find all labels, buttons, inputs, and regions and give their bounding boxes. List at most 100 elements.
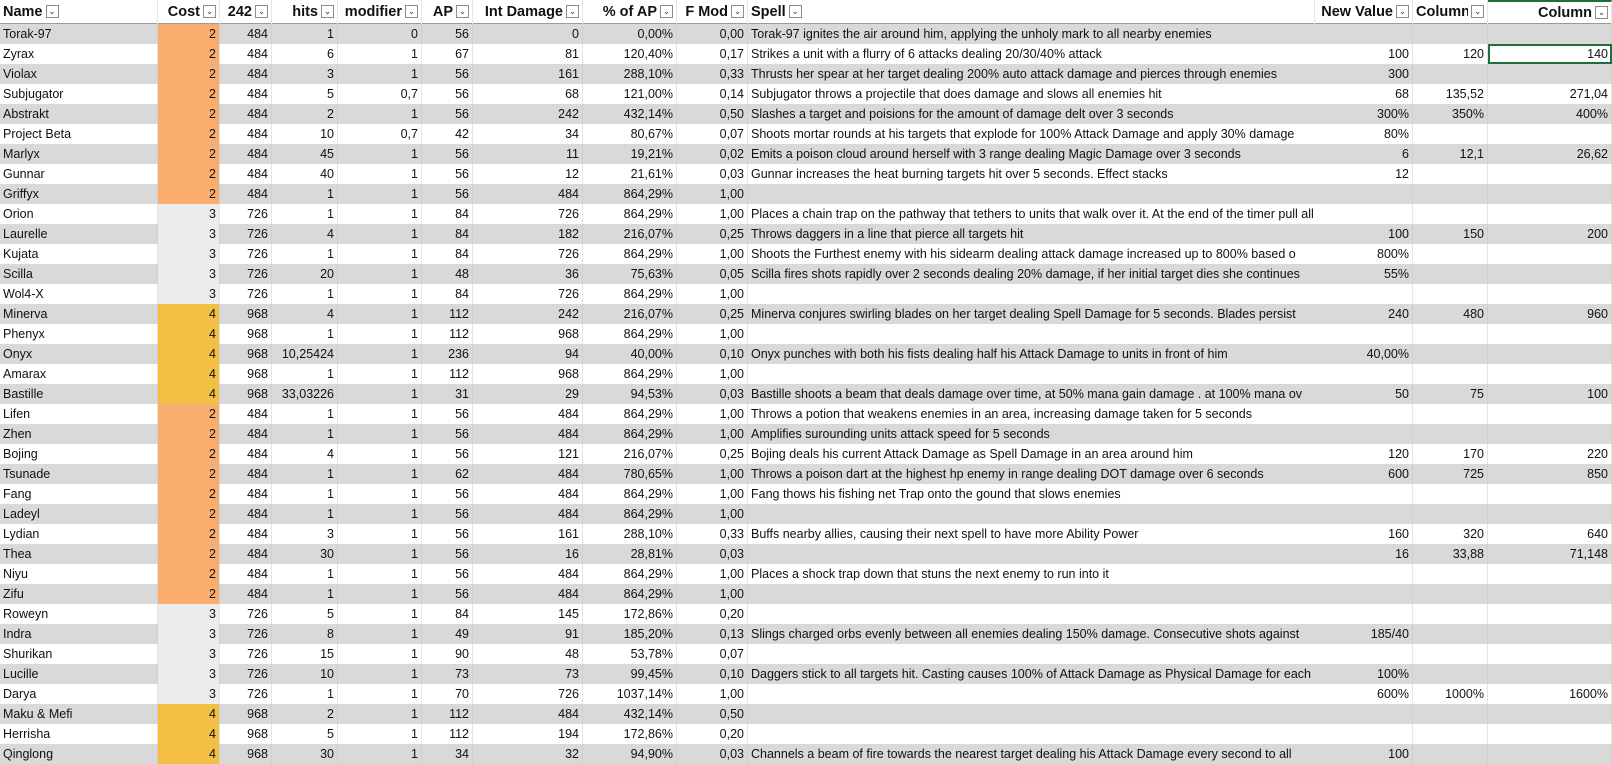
cell-modifier[interactable]: 0: [338, 24, 422, 44]
cell-column-b[interactable]: 100: [1488, 384, 1612, 404]
cell-modifier[interactable]: 1: [338, 364, 422, 384]
cell-cost[interactable]: 4: [158, 304, 220, 324]
cell-c242[interactable]: 484: [220, 404, 272, 424]
cell-f-mod[interactable]: 1,00: [677, 364, 748, 384]
cell-spell[interactable]: Torak-97 ignites the air around him, app…: [751, 27, 1212, 41]
header-int-damage[interactable]: Int Damage ⌄: [473, 0, 583, 24]
cell-modifier[interactable]: 1: [338, 324, 422, 344]
cell-hits[interactable]: 1: [272, 204, 338, 224]
cell-pct-ap[interactable]: 121,00%: [583, 84, 677, 104]
cell-column-b[interactable]: 640: [1488, 524, 1612, 544]
cell-name[interactable]: Qinglong: [0, 744, 158, 764]
cell-ap[interactable]: 84: [422, 244, 473, 264]
cell-int-damage[interactable]: 484: [473, 464, 583, 484]
cell-name[interactable]: Indra: [0, 624, 158, 644]
cell-int-damage[interactable]: 726: [473, 204, 583, 224]
cell-name[interactable]: Laurelle: [0, 224, 158, 244]
cell-name[interactable]: Lucille: [0, 664, 158, 684]
cell-cost[interactable]: 4: [158, 364, 220, 384]
cell-column-a[interactable]: [1413, 564, 1488, 584]
cell-f-mod[interactable]: 0,20: [677, 724, 748, 744]
cell-column-b[interactable]: [1488, 344, 1612, 364]
cell-f-mod[interactable]: 1,00: [677, 484, 748, 504]
cell-column-b[interactable]: 140: [1488, 44, 1612, 64]
cell-name[interactable]: Darya: [0, 684, 158, 704]
cell-spell[interactable]: Bastille shoots a beam that deals damage…: [751, 387, 1303, 401]
cell-ap[interactable]: 73: [422, 664, 473, 684]
cell-cost[interactable]: 3: [158, 224, 220, 244]
cell-modifier[interactable]: 0,7: [338, 84, 422, 104]
cell-pct-ap[interactable]: 40,00%: [583, 344, 677, 364]
cell-hits[interactable]: 1: [272, 424, 338, 444]
filter-dropdown-icon[interactable]: ⌄: [456, 4, 469, 18]
filter-dropdown-icon[interactable]: ⌄: [405, 4, 418, 18]
cell-new-value[interactable]: 300%: [1315, 104, 1413, 124]
cell-f-mod[interactable]: 0,50: [677, 704, 748, 724]
cell-new-value[interactable]: 100: [1315, 44, 1413, 64]
cell-new-value[interactable]: [1315, 24, 1413, 44]
cell-column-b[interactable]: [1488, 284, 1612, 304]
cell-cost[interactable]: 4: [158, 704, 220, 724]
cell-cost[interactable]: 2: [158, 64, 220, 84]
cell-spell[interactable]: [748, 724, 1315, 744]
cell-c242[interactable]: 726: [220, 224, 272, 244]
cell-column-a[interactable]: 75: [1413, 384, 1488, 404]
cell-column-a[interactable]: [1413, 164, 1488, 184]
cell-column-a[interactable]: [1413, 324, 1488, 344]
cell-hits[interactable]: 1: [272, 284, 338, 304]
cell-pct-ap[interactable]: 864,29%: [583, 244, 677, 264]
cell-int-damage[interactable]: 91: [473, 624, 583, 644]
cell-pct-ap[interactable]: 864,29%: [583, 424, 677, 444]
cell-c242[interactable]: 484: [220, 64, 272, 84]
header-modifier[interactable]: modifier ⌄: [338, 0, 422, 24]
cell-cost[interactable]: 2: [158, 504, 220, 524]
cell-modifier[interactable]: 1: [338, 464, 422, 484]
cell-name[interactable]: Abstrakt: [0, 104, 158, 124]
cell-name[interactable]: Scilla: [0, 264, 158, 284]
cell-hits[interactable]: 1: [272, 484, 338, 504]
cell-new-value[interactable]: 80%: [1315, 124, 1413, 144]
header-name[interactable]: Name ⌄: [0, 0, 158, 24]
cell-column-a[interactable]: 350%: [1413, 104, 1488, 124]
cell-pct-ap[interactable]: 864,29%: [583, 584, 677, 604]
cell-pct-ap[interactable]: 185,20%: [583, 624, 677, 644]
cell-pct-ap[interactable]: 172,86%: [583, 604, 677, 624]
cell-c242[interactable]: 726: [220, 664, 272, 684]
cell-column-a[interactable]: [1413, 604, 1488, 624]
cell-cost[interactable]: 2: [158, 124, 220, 144]
cell-cost[interactable]: 4: [158, 744, 220, 764]
cell-hits[interactable]: 1: [272, 504, 338, 524]
cell-cost[interactable]: 2: [158, 104, 220, 124]
cell-column-b[interactable]: 200: [1488, 224, 1612, 244]
cell-f-mod[interactable]: 1,00: [677, 284, 748, 304]
cell-pct-ap[interactable]: 864,29%: [583, 404, 677, 424]
cell-modifier[interactable]: 1: [338, 284, 422, 304]
header-pct-ap[interactable]: % of AP ⌄: [583, 0, 677, 24]
cell-spell[interactable]: [748, 684, 1315, 704]
cell-modifier[interactable]: 1: [338, 744, 422, 764]
cell-column-a[interactable]: [1413, 204, 1488, 224]
cell-spell[interactable]: Throws daggers in a line that pierce all…: [751, 227, 1024, 241]
cell-f-mod[interactable]: 0,07: [677, 124, 748, 144]
cell-name[interactable]: Roweyn: [0, 604, 158, 624]
cell-ap[interactable]: 56: [422, 584, 473, 604]
cell-pct-ap[interactable]: 432,14%: [583, 104, 677, 124]
cell-f-mod[interactable]: 0,10: [677, 664, 748, 684]
cell-modifier[interactable]: 1: [338, 144, 422, 164]
cell-c242[interactable]: 726: [220, 284, 272, 304]
cell-cost[interactable]: 2: [158, 444, 220, 464]
cell-ap[interactable]: 56: [422, 424, 473, 444]
filter-dropdown-icon[interactable]: ⌄: [660, 4, 673, 18]
cell-cost[interactable]: 3: [158, 264, 220, 284]
cell-modifier[interactable]: 1: [338, 44, 422, 64]
cell-spell[interactable]: [748, 284, 1315, 304]
cell-int-damage[interactable]: 73: [473, 664, 583, 684]
cell-f-mod[interactable]: 1,00: [677, 184, 748, 204]
cell-ap[interactable]: 56: [422, 504, 473, 524]
cell-name[interactable]: Herrisha: [0, 724, 158, 744]
cell-column-b[interactable]: [1488, 264, 1612, 284]
cell-f-mod[interactable]: 0,20: [677, 604, 748, 624]
cell-column-b[interactable]: [1488, 624, 1612, 644]
cell-hits[interactable]: 3: [272, 524, 338, 544]
cell-new-value[interactable]: 100: [1315, 744, 1413, 764]
